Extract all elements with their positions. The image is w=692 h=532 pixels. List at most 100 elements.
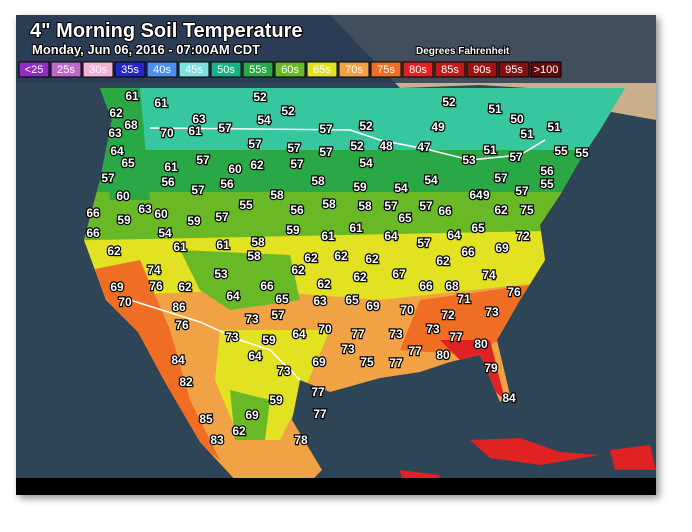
legend-swatch	[146, 61, 178, 78]
station-value: 54	[359, 156, 373, 170]
station-value: 57	[290, 157, 304, 171]
station-value: 73	[426, 322, 440, 336]
station-value: 62	[304, 251, 318, 265]
station-value: 59	[353, 180, 367, 194]
station-value: 54	[394, 181, 408, 195]
station-value: 62	[494, 203, 508, 217]
station-value: 57	[271, 308, 285, 322]
station-value: 77	[389, 356, 403, 370]
station-value: 65	[471, 221, 485, 235]
station-value: 73	[341, 342, 355, 356]
station-value: 59	[286, 223, 300, 237]
units-label: Degrees Fahrenheit	[416, 46, 510, 57]
station-value: 51	[520, 127, 534, 141]
legend-label: 30s	[89, 64, 107, 76]
station-value: 62	[353, 270, 367, 284]
legend-label: 35s	[121, 64, 139, 76]
legend-swatch	[434, 61, 466, 78]
station-value: 78	[294, 433, 308, 447]
legend-label: <25	[25, 64, 44, 76]
station-value: 61	[216, 238, 230, 252]
station-value: 59	[117, 213, 131, 227]
station-value: 64	[110, 144, 124, 158]
station-value: 60	[228, 162, 242, 176]
station-value: 56	[161, 175, 175, 189]
legend-swatch	[114, 61, 146, 78]
station-value: 55	[575, 146, 589, 160]
station-value: 59	[269, 393, 283, 407]
station-value: 52	[359, 119, 373, 133]
legend-swatch	[498, 61, 530, 78]
station-value: 48	[379, 139, 393, 153]
legend-swatch	[210, 61, 242, 78]
border-line	[149, 127, 546, 161]
station-value: 57	[287, 141, 301, 155]
legend-swatch	[466, 61, 498, 78]
station-value: 53	[214, 267, 228, 281]
station-value: 77	[449, 330, 463, 344]
title: 4" Morning Soil Temperature	[30, 20, 302, 42]
station-value: 63	[192, 112, 206, 126]
station-value: 52	[350, 139, 364, 153]
station-value: 73	[389, 327, 403, 341]
station-value: 72	[516, 229, 530, 243]
legend-swatch	[82, 61, 114, 78]
station-value: 57	[101, 171, 115, 185]
station-value: 62	[109, 106, 123, 120]
station-value: 57	[248, 137, 262, 151]
station-value: 57	[494, 171, 508, 185]
legend-swatch	[242, 61, 274, 78]
station-value: 50	[510, 112, 524, 126]
station-value: 75	[360, 355, 374, 369]
station-value: 68	[445, 279, 459, 293]
station-value: 84	[171, 353, 185, 367]
legend-label: 85s	[441, 64, 459, 76]
station-value: 51	[547, 120, 561, 134]
station-value: 54	[424, 173, 438, 187]
station-value: 62	[250, 158, 264, 172]
station-value: 77	[351, 327, 365, 341]
station-value: 63	[313, 294, 327, 308]
station-value: 68	[124, 118, 138, 132]
station-value: 66	[419, 279, 433, 293]
station-value: 66	[86, 206, 100, 220]
legend-label: 70s	[345, 64, 363, 76]
station-value: 57	[509, 150, 523, 164]
station-value: 60	[116, 189, 130, 203]
station-value: 69	[110, 280, 124, 294]
station-value: 56	[220, 177, 234, 191]
station-value: 73	[277, 364, 291, 378]
station-value: 49	[431, 120, 445, 134]
legend-swatch	[402, 61, 434, 78]
station-value: 64	[469, 188, 483, 202]
station-value: 66	[260, 279, 274, 293]
station-value: 64	[226, 289, 240, 303]
station-value: 58	[247, 249, 261, 263]
station-value: 59	[187, 214, 201, 228]
station-value: 56	[290, 203, 304, 217]
station-value: 64	[384, 229, 398, 243]
legend-label: 50s	[217, 64, 235, 76]
station-value: 83	[210, 433, 224, 447]
station-value: 51	[483, 143, 497, 157]
legend-label: 55s	[249, 64, 267, 76]
station-value: 67	[392, 267, 406, 281]
station-value: 74	[147, 263, 161, 277]
station-value: 75	[520, 203, 534, 217]
station-value: 54	[158, 226, 172, 240]
station-value: 59	[262, 333, 276, 347]
station-value: 55	[540, 177, 554, 191]
station-value: 58	[322, 197, 336, 211]
station-value: 61	[173, 240, 187, 254]
legend-swatch	[50, 61, 82, 78]
legend-swatch	[306, 61, 338, 78]
station-value: 61	[154, 96, 168, 110]
subtitle: Monday, Jun 06, 2016 - 07:00AM CDT	[32, 42, 260, 57]
station-value: 60	[154, 207, 168, 221]
station-value: 61	[188, 124, 202, 138]
station-value: 58	[311, 174, 325, 188]
station-value: 57	[218, 121, 232, 135]
station-value: 61	[125, 89, 139, 103]
station-value: 85	[199, 412, 213, 426]
